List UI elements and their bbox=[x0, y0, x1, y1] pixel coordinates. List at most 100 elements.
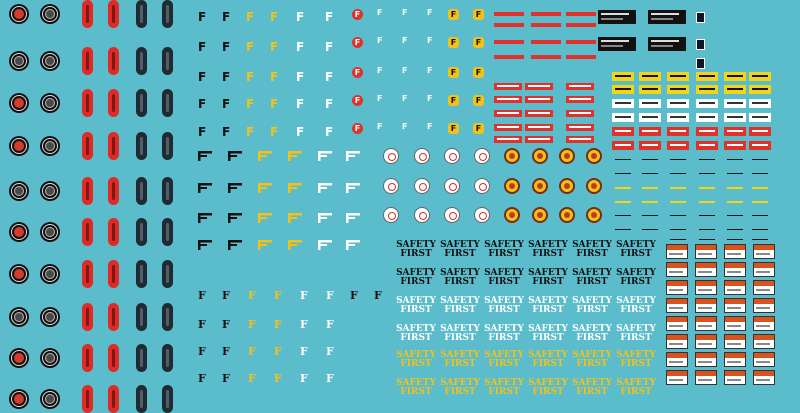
safety-line-2: FIRST bbox=[444, 359, 476, 369]
oval-emblem-decal bbox=[82, 89, 93, 117]
safety-first-decal: SAFETY FIRST bbox=[478, 269, 530, 287]
safety-line-1: SAFETY bbox=[440, 240, 480, 250]
tiny-info-tag bbox=[724, 212, 746, 221]
round-seal-decal bbox=[444, 178, 460, 194]
letter-f-decal: F bbox=[222, 97, 231, 111]
safety-line-2: FIRST bbox=[488, 333, 520, 343]
letter-f-decal: F bbox=[246, 70, 255, 84]
medallion-decal bbox=[9, 181, 29, 201]
tiny-info-tag bbox=[749, 72, 771, 81]
stylized-f-emblem bbox=[346, 151, 360, 161]
tiny-info-tag bbox=[639, 212, 661, 221]
safety-line-1: SAFETY bbox=[396, 268, 436, 278]
safety-line-2: FIRST bbox=[444, 387, 476, 397]
medallion-decal bbox=[40, 4, 60, 24]
red-warning-label bbox=[566, 83, 594, 90]
safety-first-decal: SAFETY FIRST bbox=[434, 269, 486, 287]
safety-line-2: FIRST bbox=[576, 305, 608, 315]
orange-header-card bbox=[724, 298, 746, 313]
safety-line-1: SAFETY bbox=[396, 324, 436, 334]
letter-f-decal: F bbox=[198, 40, 207, 54]
letter-f-decal: F bbox=[402, 66, 408, 75]
letter-f-decal: F bbox=[270, 70, 279, 84]
orange-header-card bbox=[724, 280, 746, 295]
safety-first-decal: SAFETY FIRST bbox=[610, 269, 662, 287]
letter-f-decal: F bbox=[222, 372, 230, 385]
orange-header-card bbox=[666, 280, 688, 295]
tiny-info-tag bbox=[667, 141, 689, 150]
oval-emblem-decal bbox=[162, 132, 173, 160]
round-seal-decal bbox=[444, 207, 460, 223]
red-warning-label bbox=[525, 96, 553, 103]
letter-f-decal: F bbox=[222, 125, 231, 139]
letter-f-decal: F bbox=[248, 372, 256, 385]
red-stripe-label bbox=[531, 12, 561, 16]
tiny-info-tag bbox=[639, 127, 661, 136]
letter-f-decal: F bbox=[222, 70, 231, 84]
round-seal-decal bbox=[383, 148, 399, 164]
tiny-info-tag bbox=[639, 99, 661, 108]
f-badge-yellow: F bbox=[448, 67, 459, 78]
letter-f-decal: F bbox=[326, 345, 334, 358]
tiny-info-tag bbox=[724, 141, 746, 150]
tiny-info-tag bbox=[612, 156, 634, 165]
letter-f-decal: F bbox=[248, 289, 256, 302]
oval-emblem-decal bbox=[82, 385, 93, 413]
tiny-info-tag bbox=[667, 99, 689, 108]
f-badge-yellow: F bbox=[473, 95, 484, 106]
safety-line-1: SAFETY bbox=[616, 378, 656, 388]
safety-line-2: FIRST bbox=[620, 333, 652, 343]
safety-line-1: SAFETY bbox=[440, 324, 480, 334]
safety-first-decal: SAFETY FIRST bbox=[478, 241, 530, 259]
safety-line-1: SAFETY bbox=[572, 378, 612, 388]
red-stripe-label bbox=[494, 40, 524, 44]
orange-header-card bbox=[753, 262, 775, 277]
stylized-f-emblem bbox=[198, 213, 212, 223]
safety-line-2: FIRST bbox=[620, 305, 652, 315]
oval-emblem-decal bbox=[162, 47, 173, 75]
letter-f-decal: F bbox=[402, 94, 408, 103]
oval-emblem-decal bbox=[162, 344, 173, 372]
letter-f-decal: F bbox=[198, 289, 206, 302]
round-seal-decal bbox=[414, 178, 430, 194]
tiny-info-tag bbox=[696, 72, 718, 81]
tiny-info-tag bbox=[667, 212, 689, 221]
round-seal-decal bbox=[504, 178, 520, 194]
safety-first-decal: SAFETY FIRST bbox=[478, 325, 530, 343]
red-warning-label bbox=[525, 124, 553, 131]
safety-first-decal: SAFETY FIRST bbox=[390, 297, 442, 315]
navy-square-label bbox=[696, 39, 705, 50]
oval-emblem-decal bbox=[136, 89, 147, 117]
tiny-info-tag bbox=[667, 156, 689, 165]
letter-f-decal: F bbox=[246, 40, 255, 54]
orange-header-card bbox=[724, 316, 746, 331]
letter-f-decal: F bbox=[402, 36, 408, 45]
safety-first-decal: SAFETY FIRST bbox=[566, 325, 618, 343]
tiny-info-tag bbox=[639, 85, 661, 94]
tiny-info-tag bbox=[639, 184, 661, 193]
letter-f-decal: F bbox=[427, 94, 433, 103]
safety-line-1: SAFETY bbox=[528, 324, 568, 334]
safety-line-2: FIRST bbox=[532, 277, 564, 287]
red-stripe-label bbox=[494, 23, 524, 27]
red-stripe-label bbox=[566, 23, 596, 27]
navy-square-label bbox=[696, 12, 705, 23]
medallion-decal bbox=[40, 93, 60, 113]
orange-header-card bbox=[695, 298, 717, 313]
f-badge-yellow: F bbox=[473, 37, 484, 48]
stylized-f-emblem bbox=[228, 213, 242, 223]
letter-f-decal: F bbox=[198, 97, 207, 111]
letter-f-decal: F bbox=[296, 40, 305, 54]
safety-first-decal: SAFETY FIRST bbox=[434, 325, 486, 343]
letter-f-decal: F bbox=[427, 36, 433, 45]
orange-header-card bbox=[695, 244, 717, 259]
stylized-f-emblem bbox=[346, 183, 360, 193]
safety-first-decal: SAFETY FIRST bbox=[522, 351, 574, 369]
letter-f-decal: F bbox=[270, 10, 279, 24]
red-stripe-label bbox=[494, 12, 524, 16]
medallion-decal bbox=[9, 136, 29, 156]
tiny-info-tag bbox=[696, 198, 718, 207]
safety-line-1: SAFETY bbox=[396, 350, 436, 360]
safety-line-1: SAFETY bbox=[396, 240, 436, 250]
oval-emblem-decal bbox=[82, 218, 93, 246]
